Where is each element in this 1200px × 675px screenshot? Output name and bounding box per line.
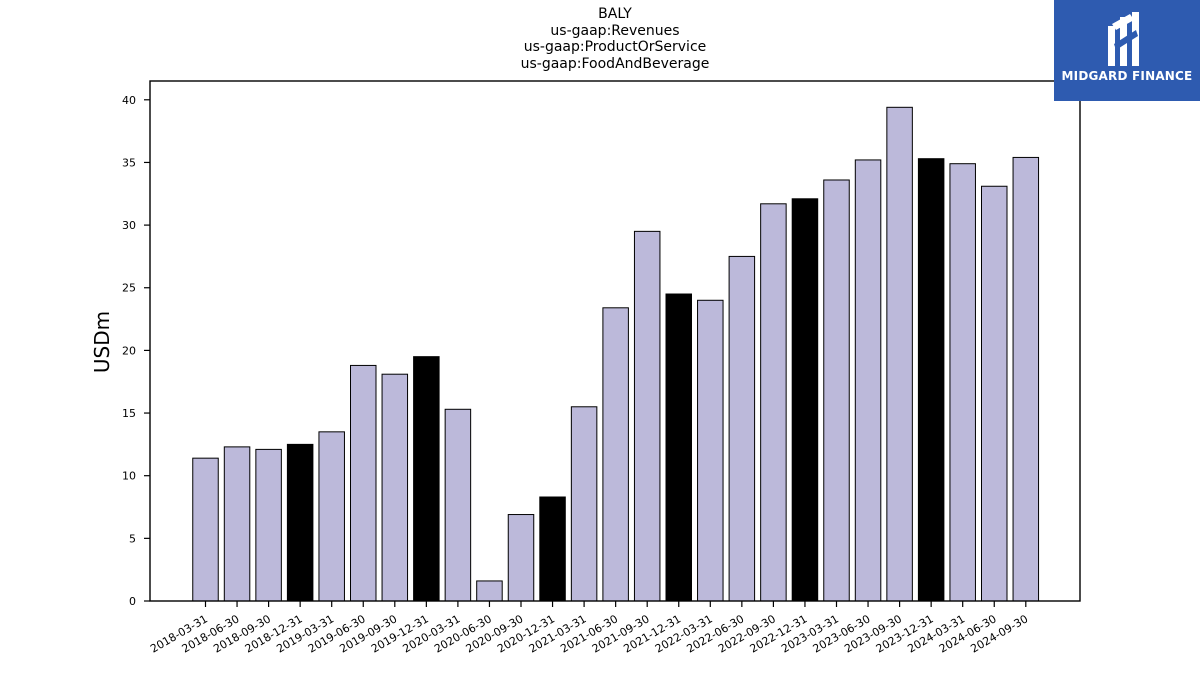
bar [444,408,472,602]
plot-frame [149,80,1081,602]
y-tick-label: 25 [122,282,136,295]
y-tick-label: 30 [122,219,136,232]
bar [917,158,945,602]
bar [602,307,629,602]
bar [854,159,882,602]
y-tick-label: 20 [122,344,136,357]
bar [350,364,377,602]
bar [665,293,692,602]
bar [728,255,756,602]
y-tick-label: 40 [122,94,136,107]
chart-title-line-3: us-gaap:ProductOrService [523,39,707,55]
bar [949,163,976,602]
bar [413,356,440,602]
midgard-logo-icon [1108,12,1139,66]
bar [823,179,850,602]
bar [981,185,1008,602]
bar [223,446,251,602]
bar [507,514,535,602]
y-tick-label: 5 [129,532,136,545]
chart-title: BALY us-gaap:Revenues us-gaap:ProductOrS… [0,6,1200,72]
bar [381,373,409,602]
y-tick-label: 15 [122,407,136,420]
bar [791,198,819,602]
midgard-finance-logo: MIDGARD FINANCE [1054,0,1200,101]
chart-title-line-2: us-gaap:Revenues [550,22,680,39]
y-tick-label: 35 [122,156,136,169]
bar [192,457,219,602]
bar [697,299,724,602]
logo-text: MIDGARD FINANCE [1061,69,1193,83]
y-axis-label: USDm [90,311,114,373]
chart-title-line-4: us-gaap:FoodAndBeverage [520,55,710,72]
bar [539,496,566,602]
bar [1012,156,1040,602]
bar [476,580,503,602]
y-tick-label: 0 [129,595,136,608]
y-tick-label: 10 [122,470,136,483]
bar [570,406,598,602]
bar [760,203,787,602]
bar [286,443,314,602]
chart-title-line-1: BALY [598,6,632,22]
bar [633,230,661,602]
bar [886,106,913,602]
bar [255,448,282,602]
bar [318,431,345,602]
